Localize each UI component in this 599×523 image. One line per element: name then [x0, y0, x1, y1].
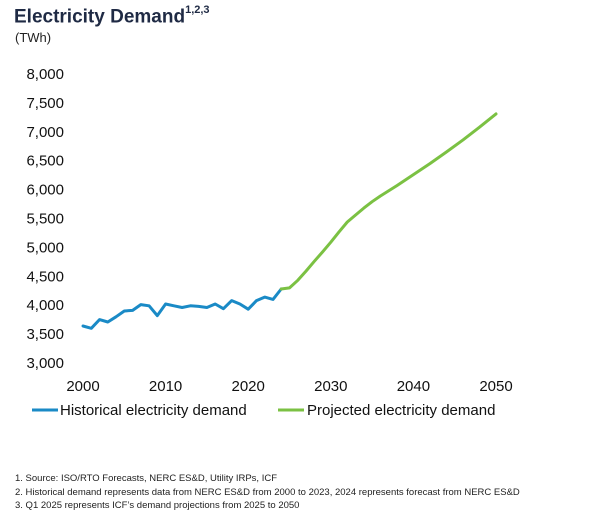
- series-line-0: [81, 287, 283, 330]
- y-tick-label: 3,000: [26, 355, 64, 372]
- line-chart: 8,000 7,500 7,000 6,500 6,000 5,500 5,000 4,500…: [26, 66, 512, 419]
- x-tick-label: 2030: [314, 378, 347, 395]
- y-tick-label: 5,500: [26, 211, 64, 228]
- series-line-1: [279, 112, 498, 291]
- x-tick-label: 2010: [149, 378, 182, 395]
- y-tick-label: 5,000: [26, 239, 64, 256]
- y-tick-label: 4,000: [26, 297, 64, 314]
- x-tick-label: 2040: [397, 378, 430, 395]
- x-tick-label: 2020: [232, 378, 265, 395]
- chart-title: Electricity Demand1,2,3: [14, 4, 210, 28]
- chart-title-text: Electricity Demand: [14, 6, 186, 28]
- legend: Historical electricity demand Projected e…: [32, 402, 495, 419]
- y-tick-label: 4,500: [26, 268, 64, 285]
- y-tick-label: 6,500: [26, 153, 64, 170]
- chart-unit-label: (TWh): [15, 30, 52, 45]
- footnote-3: 3. Q1 2025 represents ICF’s demand proje…: [15, 500, 300, 511]
- y-tick-label: 8,000: [26, 66, 64, 83]
- y-tick-label: 3,500: [26, 326, 64, 343]
- footnote-2: 2. Historical demand represents data fro…: [15, 486, 520, 498]
- y-axis: 8,000 7,500 7,000 6,500 6,000 5,500 5,000 4,500…: [26, 66, 64, 372]
- x-axis: 2000 2010 2020 2030 2040 2050: [66, 378, 512, 395]
- footnote-1: 1. Source: ISO/RTO Forecasts, NERC ES&D,…: [15, 473, 278, 484]
- title-footnote-marks: 1,2,3: [185, 4, 210, 16]
- x-tick-label: 2050: [479, 378, 512, 395]
- plot-area: [81, 112, 498, 330]
- legend-label-1: Projected electricity demand: [307, 402, 495, 419]
- y-tick-label: 6,000: [26, 182, 64, 199]
- y-tick-label: 7,500: [26, 95, 64, 112]
- x-tick-label: 2000: [66, 378, 99, 395]
- footnotes: 1. Source: ISO/RTO Forecasts, NERC ES&D,…: [15, 472, 520, 513]
- legend-label-0: Historical electricity demand: [60, 402, 247, 419]
- y-tick-label: 7,000: [26, 124, 64, 141]
